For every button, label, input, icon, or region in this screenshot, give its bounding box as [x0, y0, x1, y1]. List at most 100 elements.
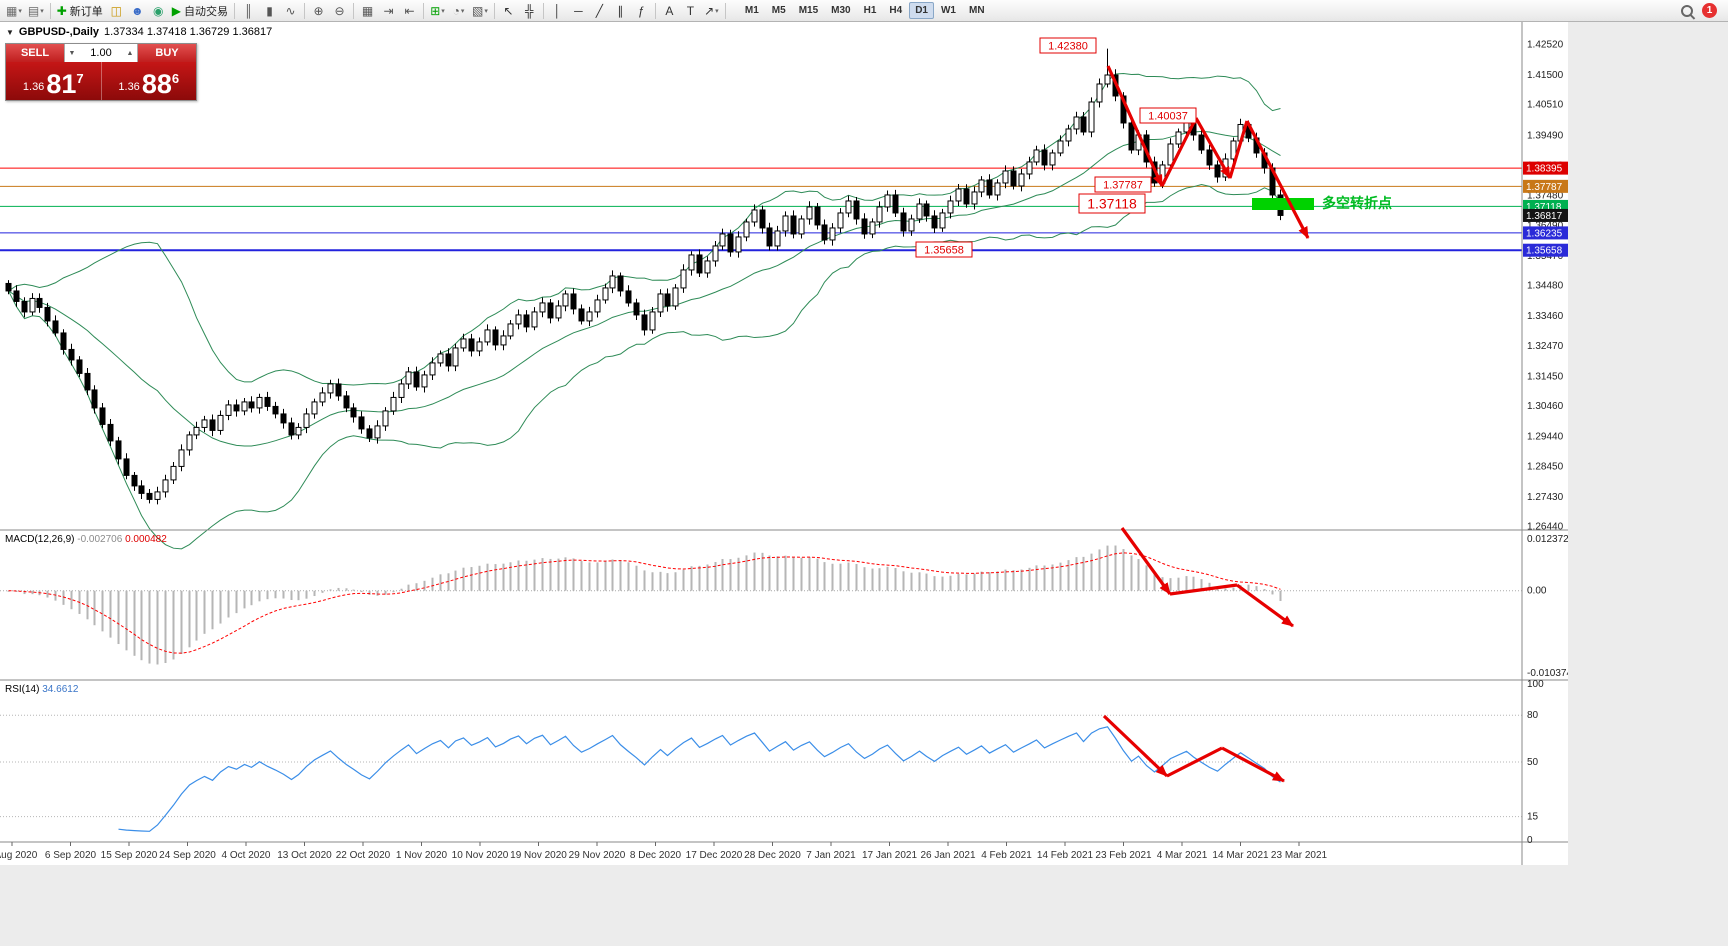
- community-button[interactable]: ☻: [127, 1, 148, 20]
- timeframe-mn-button[interactable]: MN: [968, 5, 985, 16]
- svg-text:6 Sep 2020: 6 Sep 2020: [45, 850, 97, 861]
- macd-name: MACD(12,26,9): [5, 534, 75, 545]
- timeframe-h4-button[interactable]: H4: [889, 5, 903, 16]
- rsi-axis-labels: 100 80 50 15 0: [1527, 679, 1544, 846]
- toolbar-separator: [49, 2, 51, 19]
- chart-shift-button[interactable]: ⇤: [399, 1, 420, 20]
- annotations: 1.42380 1.40037 1.37787 1.37118 1.35658 多空转折点: [915, 37, 1392, 783]
- dropdown-caret-icon: ▾: [484, 7, 488, 15]
- vertical-line-icon: │: [553, 3, 562, 18]
- indicators-button[interactable]: ⊞ ▾: [427, 1, 448, 20]
- svg-text:1.36490: 1.36490: [1527, 220, 1564, 231]
- line-chart-button[interactable]: ∿: [280, 1, 301, 20]
- fibonacci-button[interactable]: ƒ: [631, 1, 652, 20]
- horizontal-line-button[interactable]: ─: [568, 1, 589, 20]
- crosshair-button[interactable]: ╬: [519, 1, 540, 20]
- notification-badge[interactable]: 1: [1702, 3, 1717, 18]
- timeframe-d1-button[interactable]: D1: [909, 2, 934, 19]
- zoom-out-button[interactable]: ⊖: [329, 1, 350, 20]
- sell-price[interactable]: 1.36 81 7: [6, 62, 101, 100]
- vertical-line-button[interactable]: │: [547, 1, 568, 20]
- trend-arrow: [1221, 746, 1285, 783]
- volume-input[interactable]: ▼ 1.00 ▲: [64, 44, 138, 62]
- timeframe-m30-button[interactable]: M30: [831, 5, 851, 16]
- label-button[interactable]: T: [680, 1, 701, 20]
- new-chart-button[interactable]: ▦ ▾: [3, 1, 25, 20]
- timeframe-m1-button[interactable]: M1: [744, 5, 759, 16]
- volume-up-icon[interactable]: ▲: [126, 49, 134, 57]
- trade-panel-prices: 1.36 81 7 1.36 88 6: [6, 62, 196, 100]
- toolbar-separator: [724, 2, 726, 19]
- metaquotes-button[interactable]: ◉: [148, 1, 169, 20]
- macd-label: MACD(12,26,9) -0.002706 0.000482: [5, 534, 167, 545]
- profiles-button[interactable]: ▤ ▾: [25, 1, 47, 20]
- timeframe-h1-button[interactable]: H1: [863, 5, 877, 16]
- trend-arrow: [1169, 583, 1238, 596]
- svg-text:29 Nov 2020: 29 Nov 2020: [569, 850, 626, 861]
- svg-text:100: 100: [1527, 679, 1544, 690]
- new-order-button[interactable]: ✚ 新订单: [54, 1, 106, 20]
- svg-text:10 Nov 2020: 10 Nov 2020: [452, 850, 509, 861]
- cursor-button[interactable]: ↖: [498, 1, 519, 20]
- auto-scroll-button[interactable]: ⇥: [378, 1, 399, 20]
- svg-text:80: 80: [1527, 710, 1539, 721]
- svg-text:1.35658: 1.35658: [924, 244, 964, 256]
- market-watch-button[interactable]: ◫: [106, 1, 127, 20]
- profiles-icon: ▤: [27, 3, 40, 18]
- indicators-icon: ⊞: [430, 3, 441, 18]
- timeframe-m5-button[interactable]: M5: [771, 5, 786, 16]
- turning-point-label: 多空转折点: [1322, 195, 1392, 211]
- auto-scroll-icon: ⇥: [383, 3, 394, 18]
- svg-text:1.37787: 1.37787: [1103, 179, 1143, 191]
- svg-text:14 Feb 2021: 14 Feb 2021: [1037, 850, 1094, 861]
- dropdown-caret-icon: ▾: [460, 7, 465, 15]
- buy-price[interactable]: 1.36 88 6: [100, 62, 197, 100]
- svg-text:23 Feb 2021: 23 Feb 2021: [1095, 850, 1152, 861]
- trendline-button[interactable]: ╱: [589, 1, 610, 20]
- buy-price-sup: 6: [171, 71, 180, 86]
- rsi-name: RSI(14): [5, 684, 40, 695]
- dropdown-caret-icon: ▾: [40, 7, 44, 15]
- channel-button[interactable]: ∥: [610, 1, 631, 20]
- bar-chart-button[interactable]: ║: [238, 1, 259, 20]
- text-button[interactable]: A: [659, 1, 680, 20]
- svg-text:1.38395: 1.38395: [1526, 164, 1563, 175]
- arrows-button[interactable]: ↗ ▾: [701, 1, 722, 20]
- search-icon[interactable]: [1679, 3, 1695, 19]
- timeframe-group: M1 M5 M15 M30 H1 H4 D1 W1 MN: [739, 2, 991, 19]
- chart-title: ▼ GBPUSD-,Daily 1.37334 1.37418 1.36729 …: [6, 26, 272, 38]
- trend-arrow: [1236, 583, 1294, 628]
- chart-canvas[interactable]: 1.425201.415001.405101.394901.384801.374…: [0, 22, 1568, 865]
- svg-text:17 Dec 2020: 17 Dec 2020: [686, 850, 743, 861]
- price-annotation-box: [915, 241, 973, 258]
- svg-text:4 Oct 2020: 4 Oct 2020: [222, 850, 271, 861]
- timeframe-m15-button[interactable]: M15: [798, 5, 819, 16]
- svg-text:8 Dec 2020: 8 Dec 2020: [630, 850, 682, 861]
- quick-trade-toggle-icon[interactable]: ▼: [6, 27, 14, 37]
- svg-text:23 Mar 2021: 23 Mar 2021: [1271, 850, 1328, 861]
- zoom-in-button[interactable]: ⊕: [308, 1, 329, 20]
- price-axis-labels: 1.425201.415001.405101.394901.384801.374…: [1527, 39, 1564, 532]
- chart-shift-icon: ⇤: [404, 3, 415, 18]
- timeframe-w1-button[interactable]: W1: [940, 5, 956, 16]
- svg-text:28 Dec 2020: 28 Dec 2020: [744, 850, 801, 861]
- ohlc-readout: 1.37334 1.37418 1.36729 1.36817: [104, 26, 273, 38]
- candlestick-button[interactable]: ▮: [259, 1, 280, 20]
- sell-button[interactable]: SELL: [6, 44, 64, 62]
- svg-text:15 Sep 2020: 15 Sep 2020: [101, 850, 158, 861]
- toolbar-buttons: ▦ ▾ ▤ ▾ ✚ 新订单 ◫ ☻ ◉ ▶ 自动交易 ║ ▮ ∿ ⊕ ⊖ ▦ ⇥ ⇤ ⊞ ▾ ◔ ▾ ▧ ▾ ↖ ╬ │ ─ ╱ ∥ ƒ A T ↗…: [3, 0, 729, 22]
- svg-text:1.39490: 1.39490: [1527, 130, 1564, 141]
- toolbar-separator: [654, 2, 656, 19]
- periods-button[interactable]: ◔ ▾: [448, 1, 469, 20]
- tile-windows-button[interactable]: ▦: [357, 1, 378, 20]
- templates-button[interactable]: ▧ ▾: [469, 1, 491, 20]
- trend-arrow: [1160, 117, 1198, 187]
- periods-icon: ◔: [452, 3, 460, 18]
- templates-icon: ▧: [472, 3, 484, 18]
- buy-button[interactable]: BUY: [138, 44, 196, 62]
- crosshair-icon: ╬: [525, 3, 534, 18]
- autotrading-button[interactable]: ▶ 自动交易: [169, 1, 231, 20]
- volume-down-icon[interactable]: ▼: [68, 49, 76, 57]
